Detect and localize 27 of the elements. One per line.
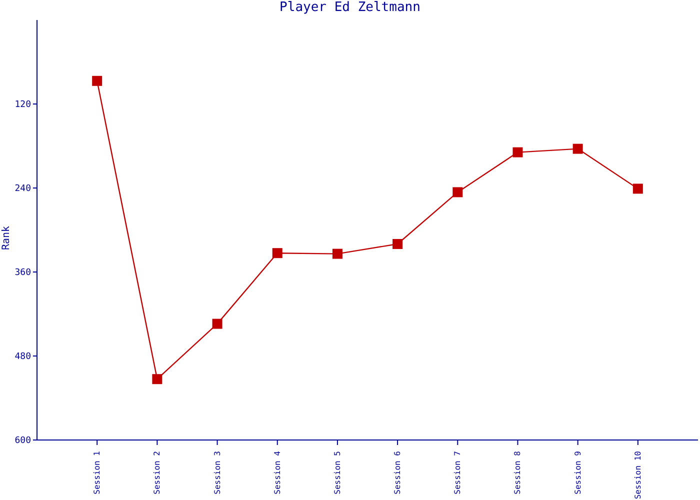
x-tick-label: Session 1 bbox=[92, 450, 102, 494]
x-tick-label: Session 10 bbox=[633, 450, 642, 500]
y-tick-label: 600 bbox=[14, 436, 31, 446]
point bbox=[452, 187, 463, 198]
x-tick-label: Session 3 bbox=[212, 450, 222, 494]
point bbox=[392, 239, 403, 249]
point bbox=[332, 248, 342, 259]
y-tick-label: 240 bbox=[14, 184, 31, 194]
x-tick-label: Session 2 bbox=[152, 450, 162, 494]
y-tick-label: 360 bbox=[14, 268, 31, 278]
x-tick-label: Session 4 bbox=[272, 450, 282, 494]
point bbox=[572, 144, 583, 154]
chart-title: Player Ed Zeltmann bbox=[278, 0, 422, 15]
point bbox=[212, 318, 222, 329]
y-tick-label: 120 bbox=[14, 100, 31, 110]
point bbox=[512, 147, 523, 158]
x-tick-label: Session 8 bbox=[513, 450, 522, 494]
point bbox=[632, 184, 643, 194]
x-tick-label: Session 5 bbox=[332, 450, 342, 494]
x-tick-label: Session 6 bbox=[393, 450, 402, 494]
point bbox=[272, 248, 282, 258]
point bbox=[92, 76, 102, 86]
y-axis-title: Rank bbox=[1, 226, 12, 250]
x-tick-label: Session 9 bbox=[573, 450, 582, 494]
y-tick-label: 480 bbox=[14, 352, 31, 362]
x-tick-label: Session 7 bbox=[453, 450, 462, 494]
point bbox=[152, 374, 162, 384]
